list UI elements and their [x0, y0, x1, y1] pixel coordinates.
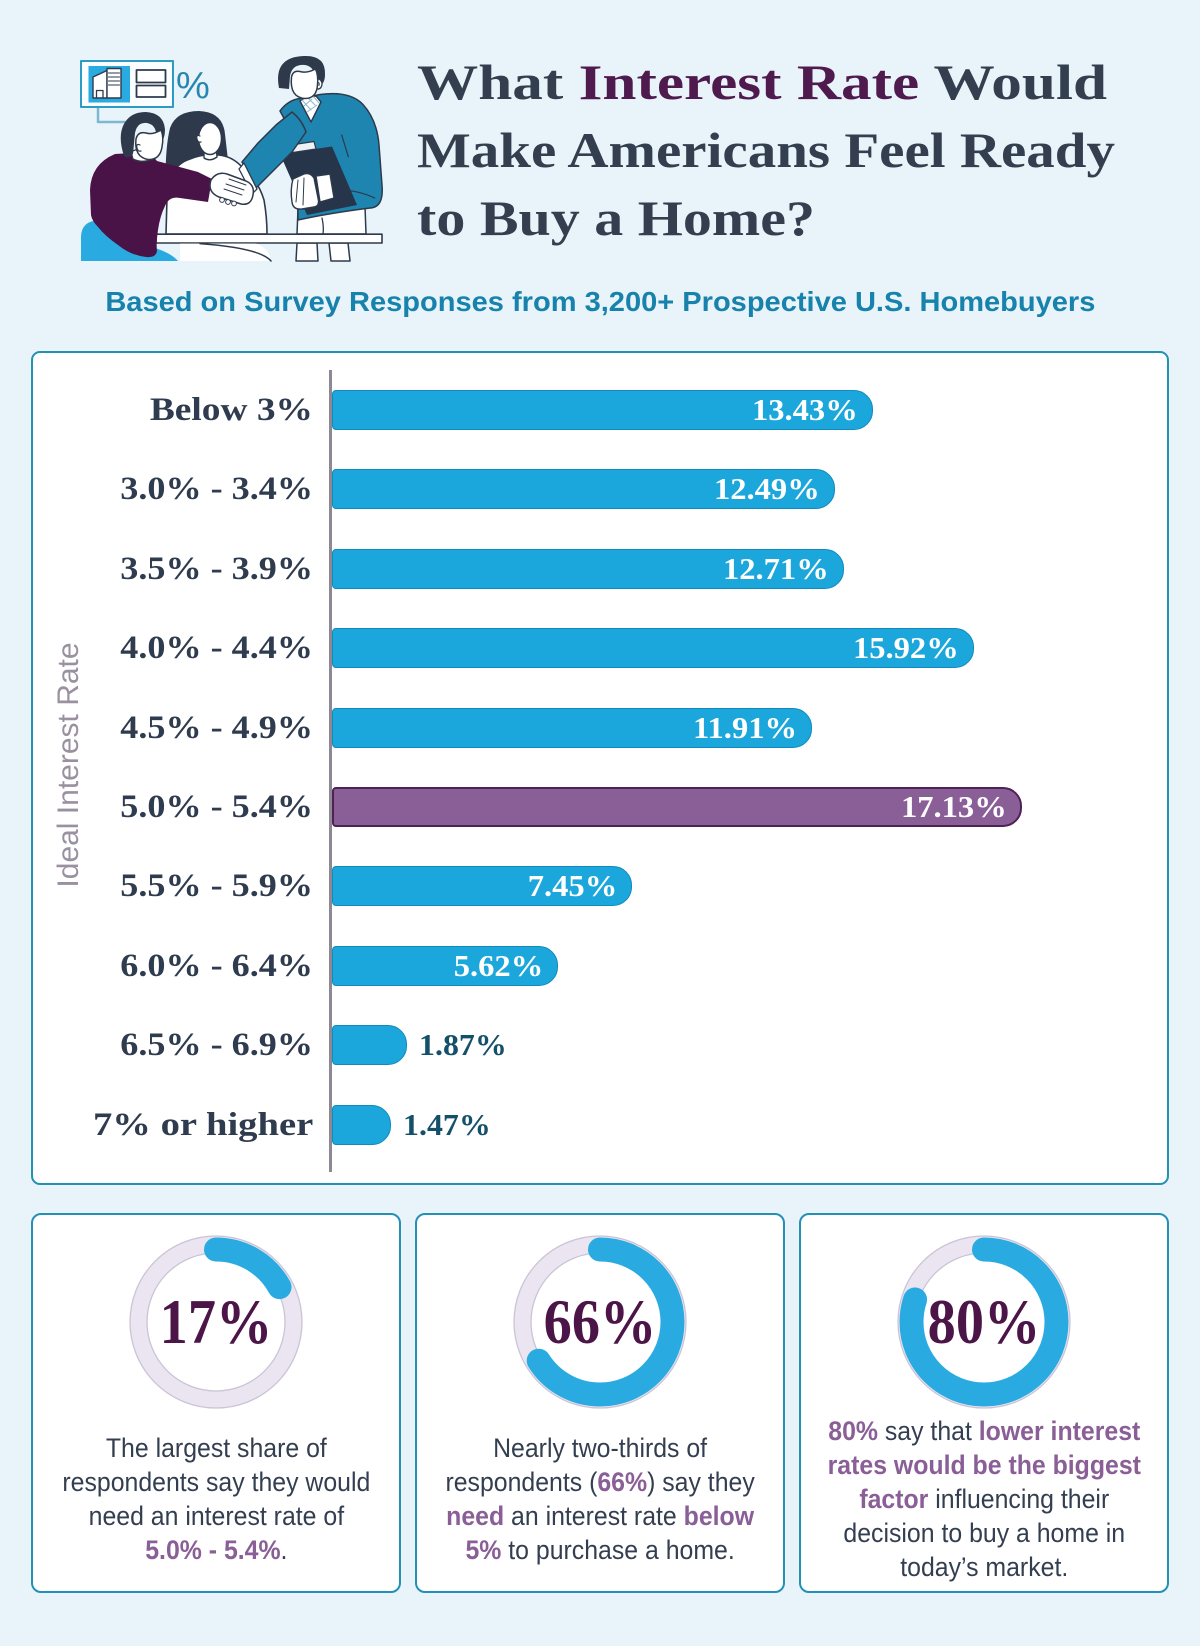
svg-text:%: %: [176, 65, 210, 107]
